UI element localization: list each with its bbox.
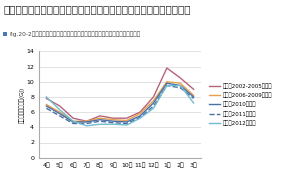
後期（2010年度） — [165, 82, 169, 84]
中期（2006-2009年度） — [85, 120, 88, 122]
後期（2010年度） — [71, 121, 75, 123]
後期（2011年度） — [71, 122, 75, 125]
後期（2011年度） — [112, 122, 115, 124]
後期（2010年度） — [45, 105, 48, 107]
前期（2002-2005年度） — [112, 117, 115, 119]
Line: 後期（2010年度）: 後期（2010年度） — [46, 83, 194, 122]
中期（2006-2009年度） — [165, 81, 169, 83]
後期（2011年度） — [138, 116, 142, 119]
後期（2011年度） — [125, 122, 128, 125]
前期（2002-2005年度） — [125, 117, 128, 119]
前期（2002-2005年度） — [178, 77, 182, 79]
前期（2002-2005年度） — [192, 88, 195, 90]
後期（2011年度） — [58, 115, 61, 117]
Line: 後期（2012年度）: 後期（2012年度） — [46, 86, 194, 126]
後期（2012年度） — [112, 123, 115, 125]
前期（2002-2005年度） — [71, 117, 75, 119]
後期（2011年度） — [178, 87, 182, 89]
後期（2010年度） — [85, 121, 88, 123]
中期（2006-2009年度） — [98, 117, 102, 119]
後期（2011年度） — [165, 84, 169, 87]
Text: 一戸建て住宅の月別エネルギー消費量（電力・ガス・灯油）の推移: 一戸建て住宅の月別エネルギー消費量（電力・ガス・灯油）の推移 — [3, 4, 190, 14]
Text: fig.20-2：一戸建て住宅の月別エネルギー消費量（電力・ガス・灯油）の推移: fig.20-2：一戸建て住宅の月別エネルギー消費量（電力・ガス・灯油）の推移 — [10, 31, 141, 37]
後期（2011年度） — [152, 105, 155, 107]
前期（2002-2005年度） — [45, 97, 48, 100]
後期（2011年度） — [45, 107, 48, 109]
中期（2006-2009年度） — [58, 111, 61, 113]
後期（2010年度） — [112, 120, 115, 122]
Line: 前期（2002-2005年度）: 前期（2002-2005年度） — [46, 68, 194, 121]
中期（2006-2009年度） — [178, 82, 182, 84]
中期（2006-2009年度） — [71, 120, 75, 122]
後期（2011年度） — [85, 122, 88, 125]
後期（2010年度） — [98, 119, 102, 121]
前期（2002-2005年度） — [152, 96, 155, 98]
後期（2012年度） — [45, 96, 48, 98]
前期（2002-2005年度） — [58, 105, 61, 107]
後期（2012年度） — [165, 84, 169, 87]
Line: 中期（2006-2009年度）: 中期（2006-2009年度） — [46, 82, 194, 121]
後期（2010年度） — [138, 115, 142, 117]
中期（2006-2009年度） — [112, 119, 115, 121]
後期（2010年度） — [178, 84, 182, 87]
後期（2011年度） — [192, 97, 195, 100]
後期（2012年度） — [71, 120, 75, 122]
後期（2010年度） — [192, 96, 195, 98]
後期（2012年度） — [192, 102, 195, 104]
後期（2010年度） — [152, 102, 155, 104]
後期（2012年度） — [125, 124, 128, 126]
前期（2002-2005年度） — [138, 111, 142, 113]
後期（2012年度） — [98, 123, 102, 125]
後期（2012年度） — [85, 125, 88, 127]
後期（2012年度） — [58, 109, 61, 111]
後期（2011年度） — [98, 120, 102, 122]
後期（2010年度） — [125, 121, 128, 123]
Line: 後期（2011年度）: 後期（2011年度） — [46, 86, 194, 124]
後期（2012年度） — [152, 107, 155, 109]
前期（2002-2005年度） — [165, 67, 169, 69]
中期（2006-2009年度） — [152, 100, 155, 102]
中期（2006-2009年度） — [138, 112, 142, 115]
中期（2006-2009年度） — [192, 94, 195, 97]
Y-axis label: エネルギー消費量(GJ): エネルギー消費量(GJ) — [19, 86, 25, 123]
中期（2006-2009年度） — [45, 103, 48, 106]
後期（2012年度） — [178, 84, 182, 87]
後期（2010年度） — [58, 112, 61, 115]
中期（2006-2009年度） — [125, 119, 128, 122]
前期（2002-2005年度） — [98, 115, 102, 117]
Legend: 前期（2002-2005年度）, 中期（2006-2009年度）, 後期（2010年度）, 後期（2011年度）, 後期（2012年度）: 前期（2002-2005年度）, 中期（2006-2009年度）, 後期（201… — [207, 81, 275, 128]
前期（2002-2005年度） — [85, 120, 88, 122]
後期（2012年度） — [138, 117, 142, 119]
